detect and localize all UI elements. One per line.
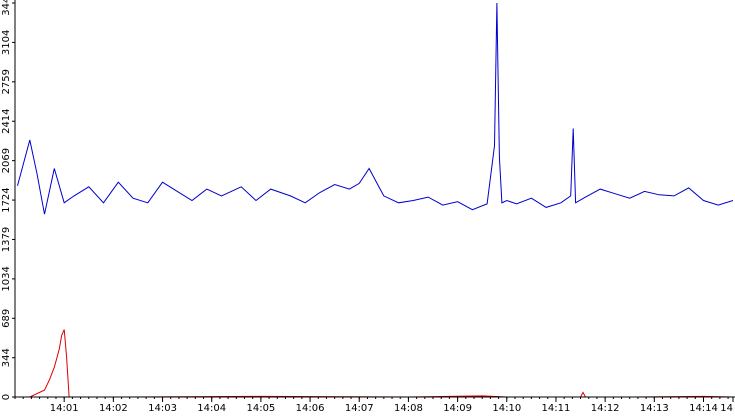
y-tick-label: 1379 <box>1 227 12 252</box>
y-tick-label: 689 <box>1 309 12 328</box>
x-tick-label: 14:02 <box>99 403 128 414</box>
y-tick-label: 2069 <box>1 148 12 173</box>
y-tick-layer: 0 344 689 1034 1379 1724 2069 2414 2759 3104 3449 <box>1 0 15 400</box>
x-tick-label: 14:12 <box>591 403 620 414</box>
y-tick-label: 3449 <box>1 0 12 16</box>
x-tick-label: 14:14 <box>689 403 718 414</box>
x-tick-label: 14:10 <box>492 403 521 414</box>
axis-layer <box>14 0 735 398</box>
x-tick-label: 14:13 <box>640 403 669 414</box>
x-tick-label: 14:03 <box>148 403 177 414</box>
y-tick-label: 3104 <box>1 30 12 55</box>
x-tick-label: 14:08 <box>394 403 423 414</box>
y-tick-label: 0 <box>1 394 12 400</box>
x-tick-label: 14:07 <box>345 403 374 414</box>
y-tick-label: 1034 <box>1 266 12 291</box>
series-line-2 <box>15 329 734 398</box>
series-layer <box>15 2 734 398</box>
x-tick-label: 14:05 <box>246 403 275 414</box>
x-tick-label: 14:04 <box>197 403 226 414</box>
series-line-1 <box>17 2 734 215</box>
x-tick-label: 14 <box>720 403 733 414</box>
y-tick-label: 2414 <box>1 108 12 133</box>
x-tick-label: 14:01 <box>50 403 79 414</box>
x-tick-label: 14:11 <box>542 403 571 414</box>
y-tick-label: 1724 <box>1 187 12 212</box>
x-tick-label: 14:09 <box>443 403 472 414</box>
x-tick-label: 14:06 <box>296 403 325 414</box>
y-tick-label: 2759 <box>1 69 12 94</box>
x-tick-layer: 14:01 14:02 14:03 14:04 14:05 14:06 14:07 14:08… <box>14 397 734 414</box>
y-tick-label: 344 <box>1 348 12 367</box>
